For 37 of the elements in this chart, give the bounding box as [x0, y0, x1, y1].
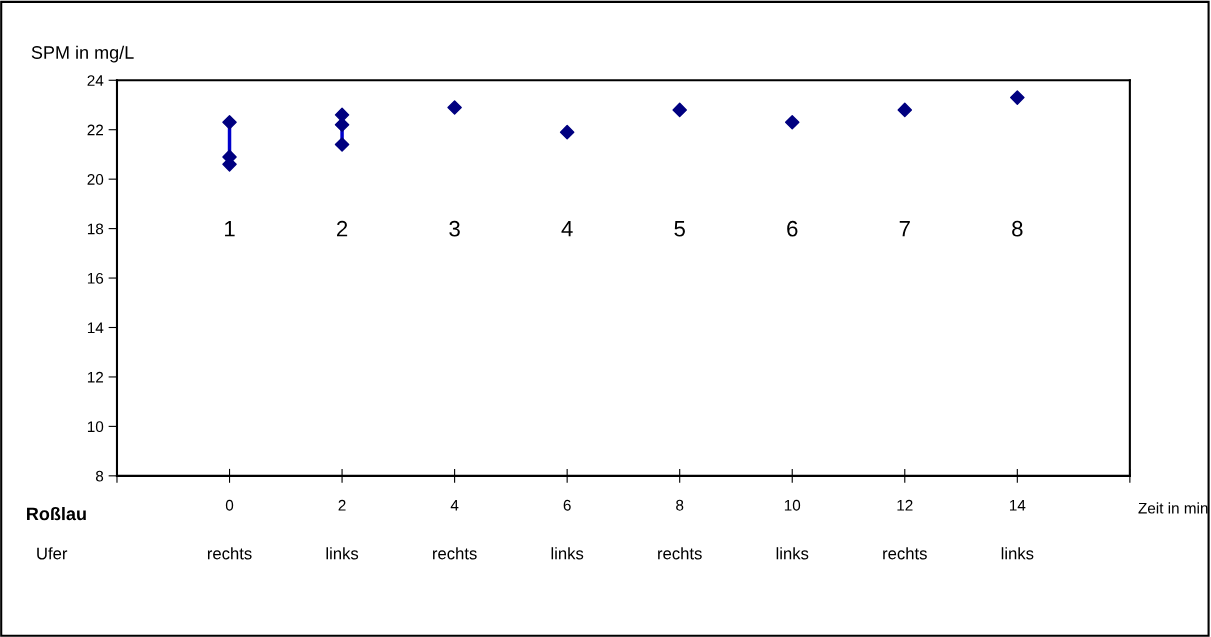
- x-tick-label: 10: [784, 499, 801, 511]
- annotation: 7: [899, 221, 910, 237]
- y-tick-label: 16: [87, 272, 104, 284]
- y-tick-label: 20: [87, 174, 104, 185]
- x-axis-title: Zeit in min: [1138, 502, 1208, 514]
- text: rechts: [207, 547, 252, 560]
- y-tick-label: 10: [87, 421, 104, 433]
- x-tick-label: 0: [225, 499, 234, 511]
- x-tick-label: 8: [676, 499, 684, 511]
- y-tick-label: 24: [87, 75, 104, 86]
- annotation: 3: [449, 220, 460, 237]
- x-tick-label: 12: [897, 499, 913, 511]
- x-tick-label: 14: [1009, 500, 1026, 511]
- y-tick-label: 8: [95, 470, 104, 482]
- text: links: [1001, 547, 1034, 560]
- annotation: 4: [561, 221, 573, 237]
- text: Ufer: [37, 547, 68, 560]
- y-tick-label: 18: [87, 223, 104, 235]
- x-tick-label: 6: [563, 499, 571, 511]
- text: links: [326, 547, 359, 560]
- y-tick-label: 12: [87, 371, 104, 383]
- annotation: 5: [674, 221, 685, 237]
- annotation: 8: [1012, 220, 1023, 237]
- y-tick-label: 14: [87, 322, 104, 334]
- text: links: [551, 547, 584, 560]
- text: rechts: [883, 547, 927, 560]
- text: Roßlau: [27, 506, 86, 521]
- x-tick-label: 2: [338, 499, 346, 511]
- text: rechts: [433, 547, 477, 560]
- annotation: 6: [787, 220, 798, 237]
- annotation: 2: [337, 220, 348, 237]
- y-axis-title: SPM in mg/L: [31, 45, 134, 63]
- annotation: 1: [225, 221, 235, 237]
- y-tick-label: 22: [87, 124, 104, 136]
- text: rechts: [658, 547, 702, 560]
- text: links: [776, 547, 809, 560]
- x-tick-label: 4: [450, 500, 459, 511]
